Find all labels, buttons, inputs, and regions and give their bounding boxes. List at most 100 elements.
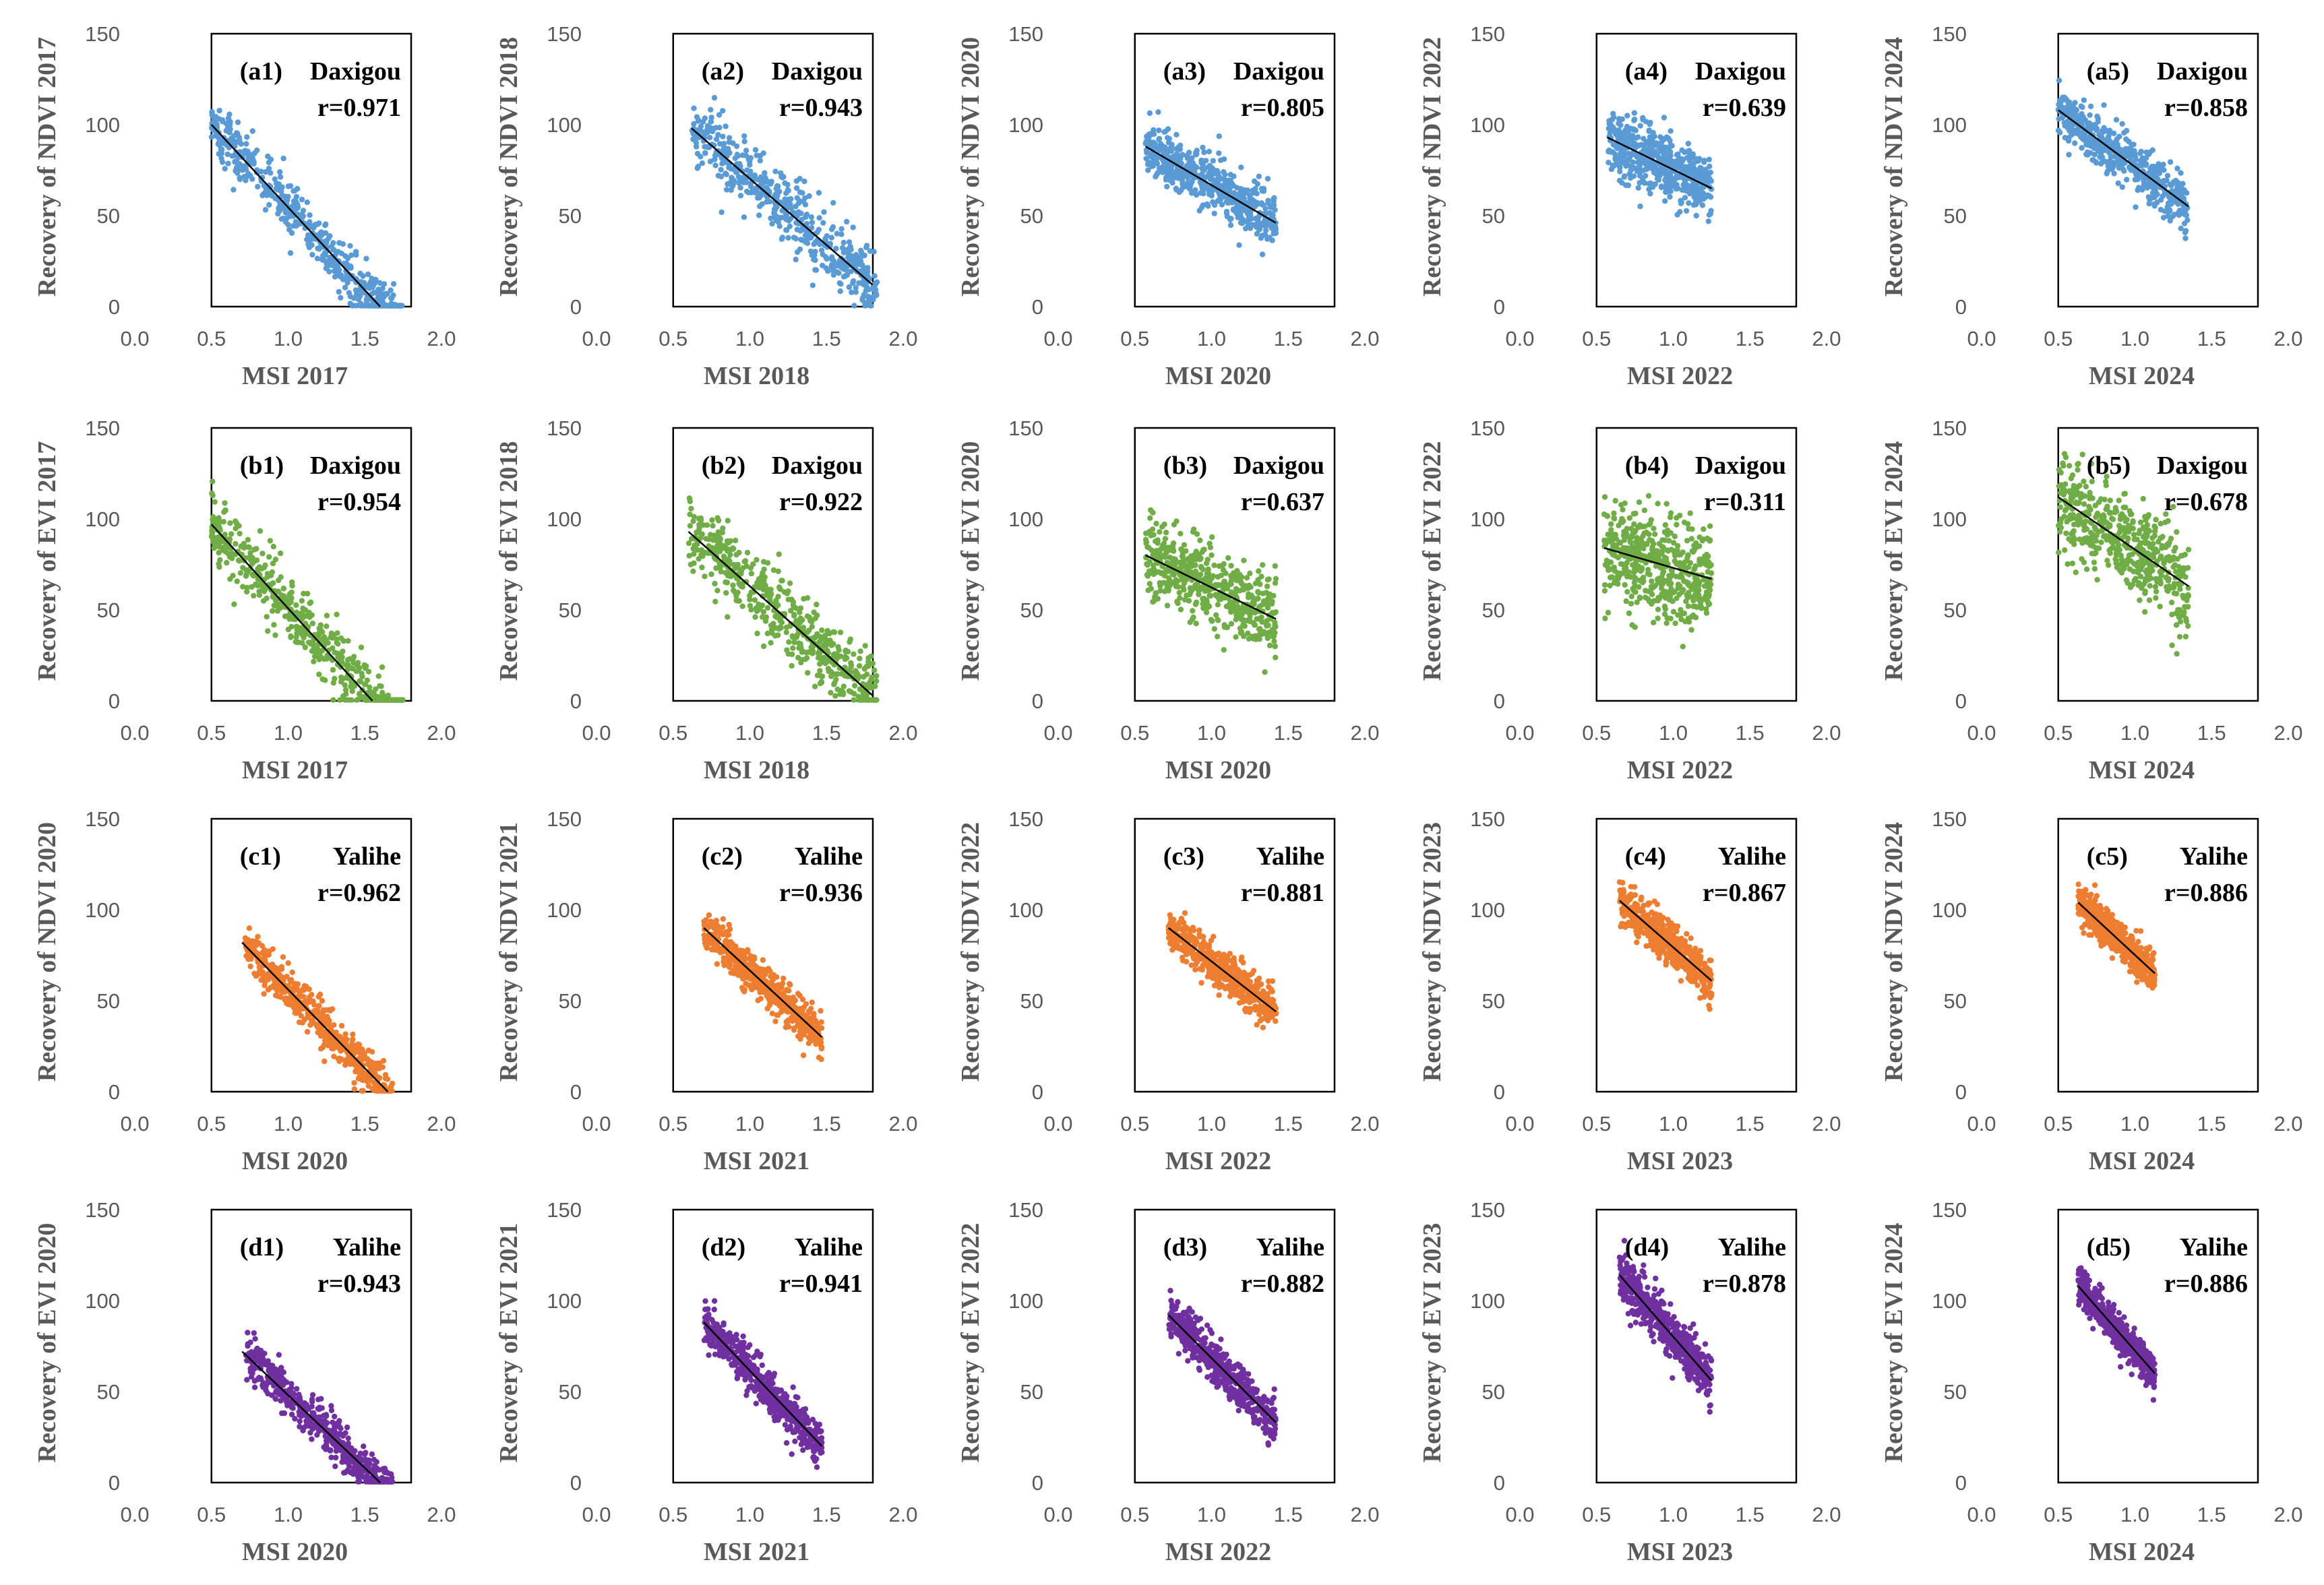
data-point	[1669, 143, 1674, 148]
data-point	[1668, 128, 1673, 133]
data-point	[1163, 175, 1169, 180]
data-point	[765, 560, 770, 565]
data-point	[1696, 596, 1701, 602]
data-point	[244, 134, 249, 139]
x-axis-title: MSI 2024	[2089, 362, 2195, 390]
x-tick-label: 2.0	[888, 327, 917, 350]
data-point	[862, 303, 867, 308]
data-point	[226, 112, 232, 117]
data-point	[1670, 183, 1675, 189]
data-point	[1236, 243, 1242, 248]
data-point	[1238, 630, 1244, 635]
data-point	[294, 194, 299, 199]
data-point	[1696, 543, 1702, 549]
data-point	[1609, 574, 1614, 580]
panel-label: (b4)	[1625, 452, 1669, 480]
data-point	[867, 248, 873, 253]
data-point	[2182, 235, 2188, 241]
data-point	[1273, 624, 1278, 629]
data-point	[1668, 158, 1673, 163]
data-point	[762, 170, 767, 176]
y-tick-label: 100	[1470, 507, 1505, 531]
data-point	[379, 690, 385, 695]
data-point	[1624, 526, 1630, 531]
x-tick-label: 0.0	[1505, 721, 1534, 745]
data-point	[1228, 172, 1233, 177]
data-point	[311, 659, 316, 664]
data-point	[1158, 570, 1163, 576]
data-point	[805, 613, 810, 619]
data-point	[330, 667, 336, 673]
data-point	[715, 132, 721, 137]
y-axis-title: Recovery of EVI 2018	[495, 441, 523, 681]
data-point	[327, 233, 332, 239]
data-point	[219, 147, 224, 152]
data-point	[857, 663, 862, 669]
data-point	[1611, 511, 1616, 516]
data-point	[359, 671, 364, 676]
data-point	[210, 113, 215, 118]
data-point	[740, 152, 745, 158]
data-point	[2097, 133, 2102, 139]
data-point	[376, 673, 381, 679]
data-point	[332, 676, 337, 681]
data-point	[758, 153, 763, 158]
data-point	[733, 169, 739, 175]
data-point	[756, 602, 761, 607]
data-point	[713, 565, 718, 571]
data-point	[1692, 592, 1698, 598]
data-point	[687, 511, 692, 517]
data-point	[832, 693, 838, 699]
data-point	[2149, 169, 2155, 175]
data-point	[725, 614, 730, 619]
data-point	[1696, 198, 1702, 204]
data-point	[280, 156, 286, 161]
data-point	[2057, 130, 2062, 135]
panel-label: (b2)	[702, 452, 745, 480]
data-point	[262, 588, 267, 594]
data-point	[1701, 159, 1707, 164]
data-point	[1215, 574, 1221, 580]
data-point	[1267, 210, 1273, 216]
data-point	[1672, 553, 1678, 559]
data-point	[1256, 626, 1262, 631]
data-point	[289, 580, 295, 585]
data-point	[1263, 228, 1268, 233]
data-point	[1240, 586, 1246, 591]
y-axis-title: Recovery of EVI 2024	[1880, 441, 1908, 681]
data-point	[1707, 164, 1712, 169]
data-point	[1626, 156, 1632, 161]
x-tick-label: 0.0	[1967, 721, 1996, 745]
data-point	[829, 254, 834, 259]
data-point	[1643, 162, 1649, 167]
data-point	[1686, 603, 1691, 609]
data-point	[375, 697, 381, 703]
data-point	[1144, 540, 1149, 545]
data-point	[241, 150, 247, 155]
data-point	[695, 151, 700, 156]
data-point	[245, 173, 251, 179]
data-point	[2122, 150, 2127, 155]
data-point	[353, 303, 359, 308]
data-point	[795, 249, 800, 255]
x-tick-label: 1.5	[812, 721, 841, 745]
data-point	[712, 599, 718, 604]
data-point	[687, 523, 693, 528]
data-point	[1248, 222, 1254, 227]
data-point	[1163, 567, 1169, 572]
data-point	[1153, 569, 1159, 575]
data-point	[1626, 183, 1631, 188]
site-name: Daxigou	[1695, 452, 1786, 480]
data-point	[2157, 604, 2162, 609]
data-point	[799, 190, 805, 195]
data-point	[1645, 596, 1651, 602]
data-point	[250, 128, 255, 133]
data-point	[1260, 202, 1266, 208]
data-point	[2180, 181, 2185, 186]
data-point	[1192, 583, 1198, 588]
data-point	[841, 683, 847, 689]
data-point	[248, 557, 253, 562]
data-point	[860, 690, 865, 695]
data-point	[1696, 156, 1702, 161]
data-point	[1647, 142, 1652, 147]
